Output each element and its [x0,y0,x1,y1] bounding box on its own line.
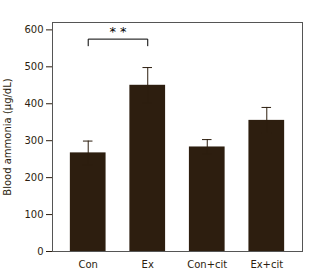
svg-text:* *: * * [109,24,127,39]
svg-text:300: 300 [24,135,43,146]
svg-text:200: 200 [24,172,43,183]
svg-text:Blood ammonia (μg/dL): Blood ammonia (μg/dL) [2,78,13,195]
svg-text:100: 100 [24,209,43,220]
svg-text:Con+cit: Con+cit [187,259,227,270]
svg-text:0: 0 [37,246,43,257]
svg-text:500: 500 [24,61,43,72]
svg-text:Ex+cit: Ex+cit [250,259,283,270]
svg-text:Con: Con [78,259,97,270]
svg-text:400: 400 [24,98,43,109]
svg-text:600: 600 [24,24,43,35]
svg-text:Ex: Ex [142,259,154,270]
